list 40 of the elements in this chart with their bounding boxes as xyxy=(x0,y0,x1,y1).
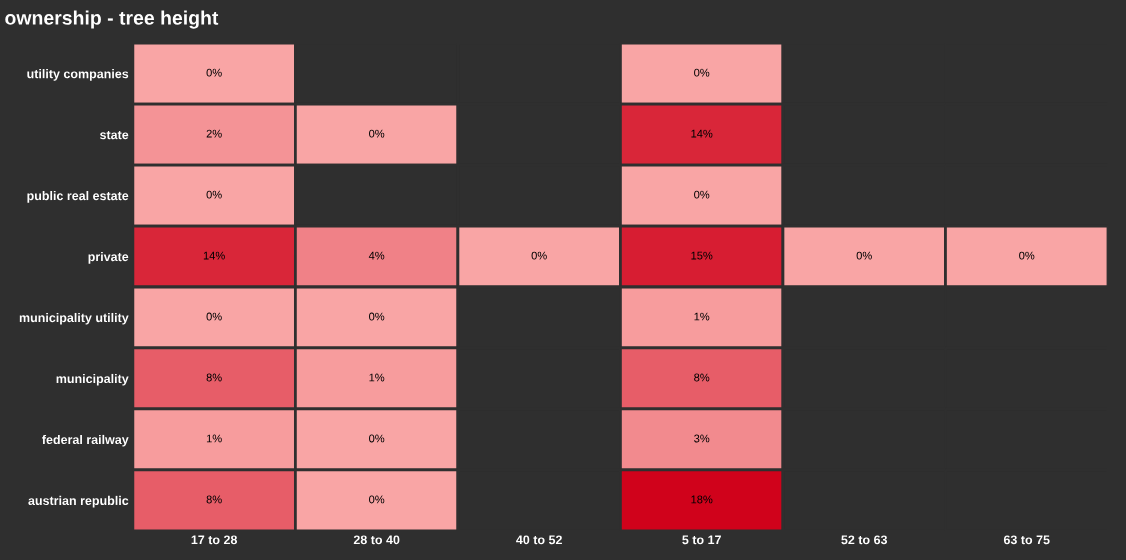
y-tick-label: federal railway xyxy=(42,434,129,447)
data-label: 0% xyxy=(206,312,222,321)
data-label: 0% xyxy=(206,68,222,77)
data-label: 2% xyxy=(206,129,222,138)
data-label: 0% xyxy=(206,190,222,199)
data-label: 15% xyxy=(691,251,713,260)
y-tick-label: utility companies xyxy=(27,69,129,81)
data-label: 1% xyxy=(694,312,710,321)
data-label: 18% xyxy=(691,495,713,504)
y-tick-label: state xyxy=(99,130,129,140)
y-tick-label: municipality xyxy=(56,373,129,386)
x-tick-label: 52 to 63 xyxy=(841,535,888,545)
data-label: 1% xyxy=(206,434,222,443)
data-label: 4% xyxy=(368,251,385,260)
y-tick-label: municipality utility xyxy=(19,312,129,325)
data-label: 0% xyxy=(369,312,385,321)
x-tick-label: 5 to 17 xyxy=(682,535,721,545)
x-tick-label: 63 to 75 xyxy=(1003,535,1050,545)
data-label: 0% xyxy=(694,190,710,199)
data-label: 14% xyxy=(691,129,713,138)
y-tick-label: austrian republic xyxy=(28,495,129,508)
x-tick-label: 17 to 28 xyxy=(191,535,238,545)
data-label: 0% xyxy=(369,129,385,138)
data-label: 14% xyxy=(203,251,225,260)
y-tick-label: public real estate xyxy=(27,191,129,203)
data-label: 0% xyxy=(531,251,547,260)
data-label: 0% xyxy=(694,68,710,77)
x-tick-label: 28 to 40 xyxy=(353,535,400,545)
data-label: 3% xyxy=(694,434,710,443)
chart-title: ownership - tree height xyxy=(5,10,219,29)
x-tick-label: 40 to 52 xyxy=(516,535,562,545)
data-label: 8% xyxy=(206,373,222,382)
data-label: 0% xyxy=(369,495,385,504)
y-tick-label: private xyxy=(88,251,129,264)
data-label: 0% xyxy=(856,251,872,260)
data-label: 8% xyxy=(694,373,710,382)
data-label: 8% xyxy=(206,495,222,504)
data-label: 0% xyxy=(369,434,385,443)
data-label: 0% xyxy=(1019,251,1035,260)
data-label: 1% xyxy=(369,373,385,382)
